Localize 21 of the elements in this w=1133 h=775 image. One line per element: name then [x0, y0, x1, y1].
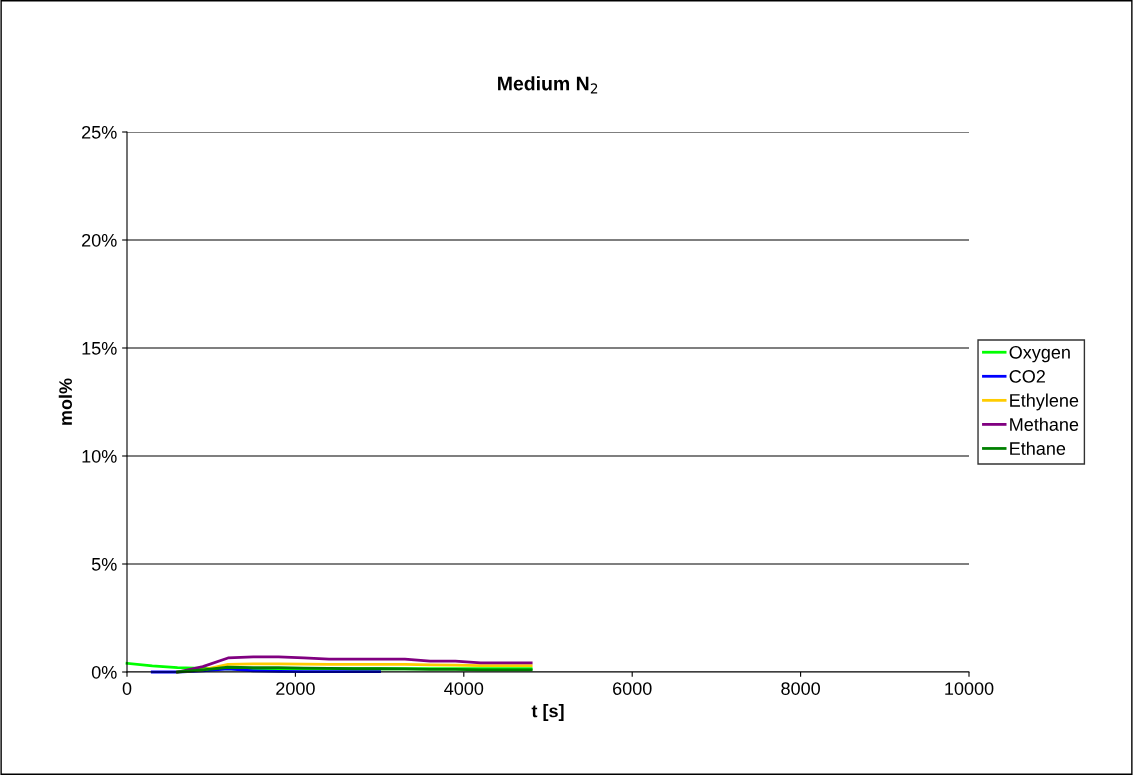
y-tick-label: 25%	[82, 125, 117, 139]
x-tick-label: 0	[122, 682, 132, 695]
legend-label: CO2	[1009, 370, 1045, 383]
x-tick-label: 6000	[613, 682, 652, 695]
y-tick-label: 0%	[91, 665, 117, 679]
y-tick-label: 15%	[82, 342, 117, 355]
x-axis-title: t [s]	[531, 704, 564, 721]
x-tick-label: 10000	[945, 682, 994, 695]
legend-label: Oxygen	[1009, 345, 1070, 363]
legend-label: Methane	[1010, 417, 1079, 431]
y-tick-label: 20%	[82, 233, 117, 247]
legend-label: Ethylene	[1010, 393, 1079, 411]
chart-title: Medium N$_{2}$	[498, 76, 598, 94]
line-series	[176, 655, 533, 674]
y-tick-label: 10%	[82, 449, 117, 463]
x-tick-label: 8000	[781, 682, 820, 695]
y-tick-label: 5%	[91, 558, 117, 571]
x-tick-label: 4000	[444, 682, 484, 695]
x-tick-label: 2000	[276, 682, 315, 695]
y-axis-title: mol%	[58, 378, 73, 425]
legend-label: Ethane	[1010, 441, 1066, 455]
